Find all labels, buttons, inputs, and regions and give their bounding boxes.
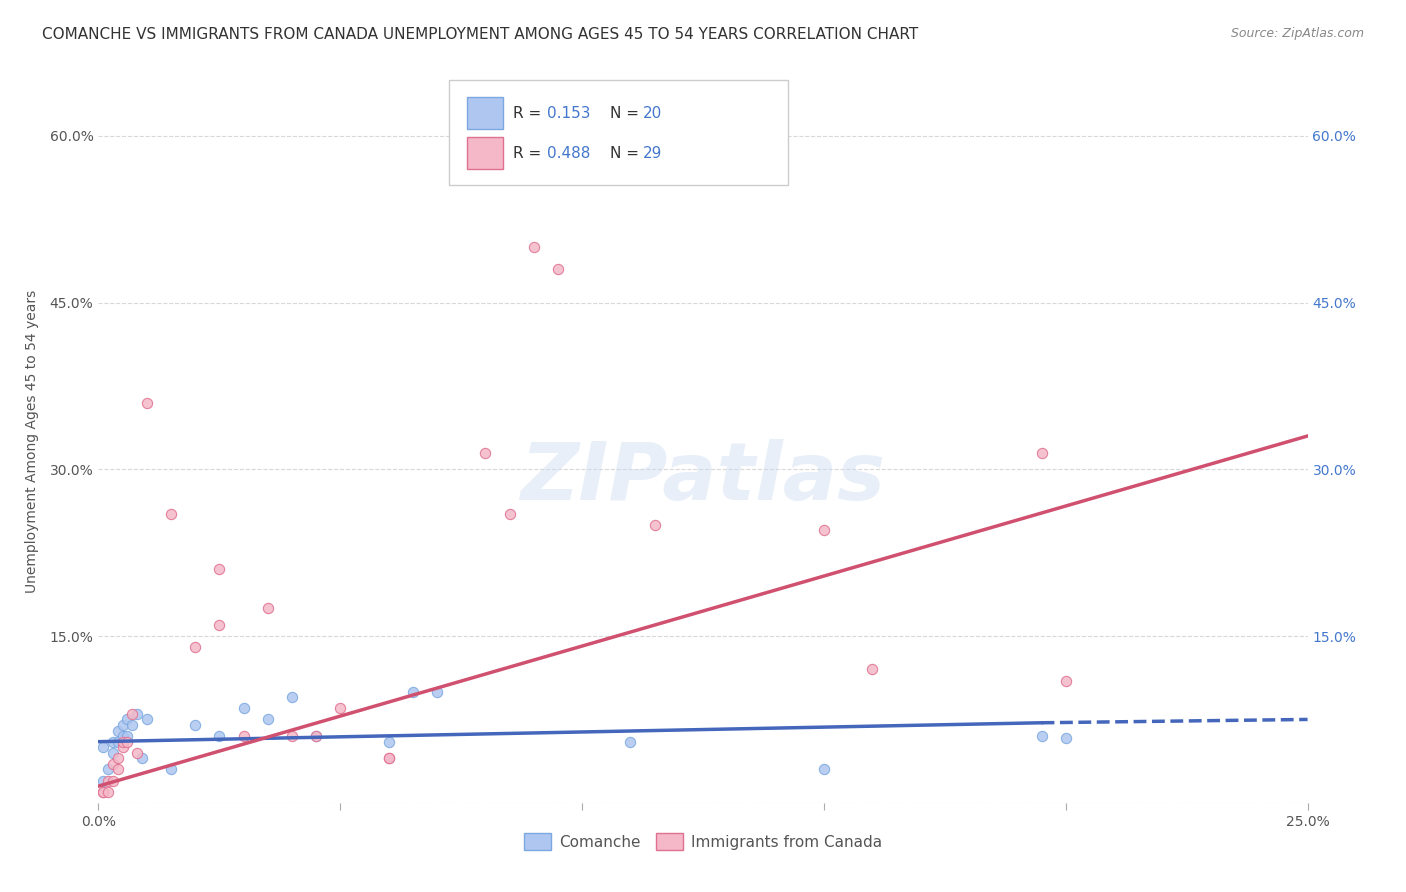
- Point: [256, 601, 278, 615]
- Point: [329, 701, 352, 715]
- Point: [1054, 673, 1077, 688]
- Point: [91, 773, 114, 788]
- Point: [91, 740, 114, 755]
- Point: [135, 713, 157, 727]
- Point: [1054, 731, 1077, 746]
- Point: [117, 729, 139, 743]
- Point: [208, 618, 231, 632]
- Point: [232, 701, 254, 715]
- Point: [91, 785, 114, 799]
- Point: [101, 746, 124, 760]
- Point: [107, 734, 129, 748]
- Point: [101, 756, 124, 771]
- Point: [127, 746, 149, 760]
- Point: [97, 773, 120, 788]
- FancyBboxPatch shape: [467, 97, 503, 129]
- Point: [256, 713, 278, 727]
- FancyBboxPatch shape: [467, 136, 503, 169]
- Point: [97, 763, 120, 777]
- Point: [121, 706, 143, 721]
- Text: R =: R =: [513, 106, 547, 121]
- Point: [498, 507, 520, 521]
- Point: [474, 445, 496, 459]
- Text: 20: 20: [643, 106, 662, 121]
- Point: [402, 684, 425, 698]
- Point: [101, 773, 124, 788]
- Point: [377, 751, 399, 765]
- Point: [813, 524, 835, 538]
- Point: [117, 734, 139, 748]
- Y-axis label: Unemployment Among Ages 45 to 54 years: Unemployment Among Ages 45 to 54 years: [24, 290, 38, 593]
- Point: [111, 718, 134, 732]
- Point: [127, 706, 149, 721]
- Point: [107, 723, 129, 738]
- Point: [860, 662, 883, 676]
- Point: [107, 763, 129, 777]
- Point: [117, 713, 139, 727]
- Point: [135, 395, 157, 409]
- Point: [107, 751, 129, 765]
- Text: ZIPatlas: ZIPatlas: [520, 439, 886, 516]
- Point: [232, 729, 254, 743]
- Point: [377, 734, 399, 748]
- Point: [426, 684, 449, 698]
- Point: [208, 729, 231, 743]
- Text: 29: 29: [643, 145, 662, 161]
- Point: [184, 640, 207, 655]
- Text: 0.153: 0.153: [547, 106, 591, 121]
- Text: COMANCHE VS IMMIGRANTS FROM CANADA UNEMPLOYMENT AMONG AGES 45 TO 54 YEARS CORREL: COMANCHE VS IMMIGRANTS FROM CANADA UNEMP…: [42, 27, 918, 42]
- Point: [1031, 729, 1053, 743]
- Point: [208, 562, 231, 576]
- FancyBboxPatch shape: [449, 80, 787, 185]
- Point: [97, 785, 120, 799]
- Point: [121, 718, 143, 732]
- Point: [305, 729, 328, 743]
- Point: [619, 734, 641, 748]
- Point: [1031, 445, 1053, 459]
- Point: [160, 763, 183, 777]
- Point: [547, 262, 569, 277]
- Point: [377, 751, 399, 765]
- Point: [281, 729, 304, 743]
- Text: N =: N =: [610, 145, 644, 161]
- Point: [523, 240, 546, 254]
- Point: [813, 763, 835, 777]
- Point: [305, 729, 328, 743]
- Legend: Comanche, Immigrants from Canada: Comanche, Immigrants from Canada: [517, 827, 889, 856]
- Point: [111, 734, 134, 748]
- Point: [644, 517, 666, 532]
- Point: [281, 690, 304, 705]
- Point: [111, 740, 134, 755]
- Text: R =: R =: [513, 145, 547, 161]
- Text: 0.488: 0.488: [547, 145, 591, 161]
- Point: [131, 751, 153, 765]
- Point: [111, 729, 134, 743]
- Point: [101, 734, 124, 748]
- Point: [91, 785, 114, 799]
- Point: [160, 507, 183, 521]
- Text: Source: ZipAtlas.com: Source: ZipAtlas.com: [1230, 27, 1364, 40]
- Point: [184, 718, 207, 732]
- Text: N =: N =: [610, 106, 644, 121]
